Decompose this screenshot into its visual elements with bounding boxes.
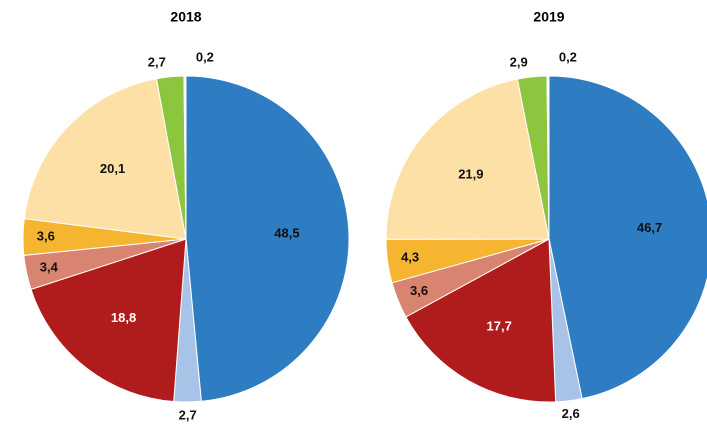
pie-slice — [30, 238, 187, 403]
pie-slice — [385, 78, 550, 240]
data-label: 46,7 — [637, 220, 662, 235]
data-label: 2,9 — [510, 54, 528, 69]
data-label: 2,7 — [179, 407, 197, 422]
data-label: 0,2 — [196, 49, 214, 64]
data-label: 2,7 — [148, 54, 166, 69]
data-label: 3,6 — [410, 283, 428, 298]
pie-slice — [185, 75, 350, 402]
chart-title: 2018 — [170, 9, 201, 25]
data-label: 3,6 — [37, 229, 55, 244]
data-label: 20,1 — [100, 161, 125, 176]
pie-slice — [183, 75, 187, 240]
pie-slice — [405, 238, 557, 403]
data-label: 0,2 — [559, 49, 577, 64]
data-label: 3,4 — [40, 259, 59, 274]
data-label: 4,3 — [401, 250, 419, 265]
data-label: 2,6 — [562, 406, 580, 421]
data-label: 21,9 — [458, 166, 483, 181]
pie-slice — [546, 75, 550, 240]
pie-slice — [548, 75, 707, 400]
pie-slice — [23, 78, 187, 240]
chart-title: 2019 — [533, 9, 564, 25]
data-label: 17,7 — [487, 318, 512, 333]
data-label: 18,8 — [111, 310, 136, 325]
data-label: 48,5 — [274, 226, 299, 241]
